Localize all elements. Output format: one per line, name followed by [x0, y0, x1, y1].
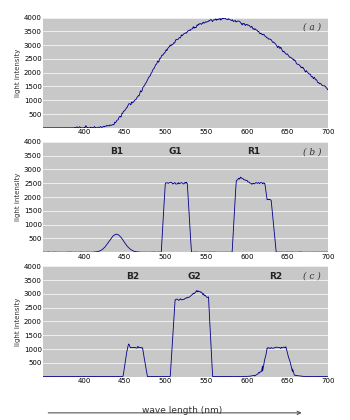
Text: B1: B1 — [110, 147, 123, 156]
Text: ( b ): ( b ) — [303, 147, 321, 156]
Text: R2: R2 — [269, 272, 282, 281]
Text: G2: G2 — [187, 272, 201, 281]
Text: wave length (nm): wave length (nm) — [142, 406, 222, 415]
Text: B2: B2 — [126, 272, 139, 281]
Text: G1: G1 — [168, 147, 182, 156]
Text: ( a ): ( a ) — [303, 23, 321, 32]
Y-axis label: light intensity: light intensity — [15, 173, 21, 221]
Text: ( c ): ( c ) — [303, 272, 321, 281]
Y-axis label: light intensity: light intensity — [15, 297, 21, 346]
Text: R1: R1 — [247, 147, 260, 156]
Y-axis label: light intensity: light intensity — [15, 48, 21, 97]
